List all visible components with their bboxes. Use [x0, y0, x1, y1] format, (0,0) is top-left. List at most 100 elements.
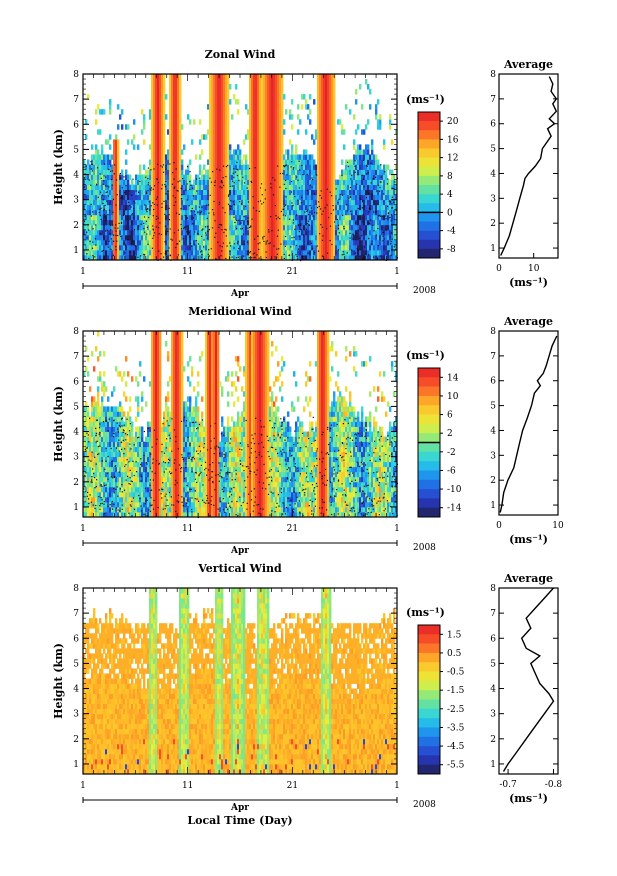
- profile-x-label: (ms⁻¹): [509, 792, 548, 805]
- colorbar-swatch: [418, 498, 440, 508]
- profile-title: Average: [503, 58, 553, 71]
- colorbar: (ms⁻¹) 14 10 6 2 -2 -6 -10 -14: [406, 349, 462, 518]
- profile-x-tick-label: -0.7: [499, 780, 517, 790]
- colorbar-swatch: [418, 377, 440, 387]
- profile-y-tick-label: 1: [490, 760, 496, 770]
- colorbar-swatch: [418, 625, 440, 635]
- colorbar-swatch: [418, 368, 440, 378]
- x-tick-label: 1: [394, 781, 400, 791]
- x-tick-label: 1: [80, 267, 86, 277]
- colorbar-tick: 14: [447, 373, 459, 383]
- y-tick-label: 7: [73, 352, 79, 362]
- year-label: 2008: [413, 800, 436, 810]
- colorbar-unit: (ms⁻¹): [406, 349, 445, 362]
- heatmap-field: [83, 74, 398, 261]
- colorbar-tick: -14: [447, 504, 462, 514]
- colorbar-swatch: [418, 451, 440, 462]
- colorbar-swatch: [418, 130, 440, 140]
- x-axis-label: Local Time (Day): [187, 814, 292, 827]
- profile-x-tick-label: 10: [528, 264, 540, 274]
- panel-title: Meridional Wind: [188, 305, 292, 318]
- colorbar-swatch: [418, 112, 440, 122]
- colorbar-swatch: [418, 470, 440, 481]
- colorbar-swatch: [418, 185, 440, 195]
- colorbar-swatch: [418, 736, 440, 747]
- colorbar-swatch: [418, 194, 440, 204]
- colorbar-tick: -6: [447, 466, 456, 476]
- profile-y-tick-label: 8: [490, 327, 496, 337]
- profile-frame: [498, 73, 559, 259]
- colorbar-tick: 8: [447, 172, 453, 182]
- colorbar-swatch: [418, 652, 440, 663]
- y-tick-label: 4: [73, 428, 79, 438]
- colorbar-tick: -3.5: [447, 723, 465, 733]
- profile-y-tick-label: 1: [490, 244, 496, 254]
- y-tick-label: 3: [73, 453, 79, 463]
- y-axis-label: Height (km): [52, 643, 65, 719]
- colorbar-swatch: [418, 461, 440, 471]
- x-tick-label: 21: [287, 267, 298, 277]
- colorbar-swatch: [418, 203, 440, 213]
- colorbar-tick: -4: [447, 227, 456, 237]
- colorbar-swatch: [418, 489, 440, 499]
- colorbar-swatch: [418, 690, 440, 700]
- y-tick-label: 6: [73, 377, 79, 387]
- colorbar-swatch: [418, 157, 440, 168]
- y-tick-label: 2: [73, 478, 79, 488]
- colorbar-swatch: [418, 479, 440, 490]
- colorbar-tick: -10: [447, 485, 462, 495]
- profile-title: Average: [503, 315, 553, 328]
- colorbar-swatch: [418, 708, 440, 719]
- y-tick-label: 5: [73, 659, 79, 669]
- y-tick-label: 8: [73, 327, 79, 337]
- colorbar-tick: -1.5: [447, 686, 465, 696]
- colorbar-unit: (ms⁻¹): [406, 93, 445, 106]
- colorbar-swatch: [418, 755, 440, 765]
- y-tick-label: 1: [73, 503, 79, 513]
- profile-y-tick-label: 6: [490, 634, 496, 644]
- colorbar-swatch: [418, 634, 440, 644]
- average-profile: Average 1 2 3 4 5 6 7 8 0 10 (ms⁻¹): [490, 315, 564, 546]
- profile-line: [499, 335, 558, 513]
- profile-y-tick-label: 7: [490, 352, 496, 362]
- x-tick-label: 1: [394, 267, 400, 277]
- colorbar-swatch: [418, 212, 440, 222]
- x-tick-label: 1: [80, 524, 86, 534]
- colorbar-tick: 16: [447, 135, 459, 145]
- colorbar-swatch: [418, 423, 440, 434]
- x-tick-label: 1: [394, 524, 400, 534]
- profile-y-tick-label: 2: [490, 219, 496, 229]
- colorbar-swatch: [418, 414, 440, 425]
- colorbar-swatch: [418, 239, 440, 250]
- y-tick-label: 6: [73, 120, 79, 130]
- year-label: 2008: [413, 543, 436, 553]
- colorbar-tick: -8: [447, 245, 456, 255]
- profile-y-tick-label: 3: [490, 710, 496, 720]
- colorbar-swatch: [418, 746, 440, 756]
- y-axis-label: Height (km): [52, 129, 65, 205]
- y-tick-label: 7: [73, 95, 79, 105]
- colorbar-swatch: [418, 718, 440, 728]
- colorbar-tick: 12: [447, 154, 458, 164]
- average-profile: Average 1 2 3 4 5 6 7 8 -0.7 -0.8 (ms⁻¹): [490, 572, 562, 805]
- y-axis-label: Height (km): [52, 386, 65, 462]
- colorbar-swatch: [418, 395, 440, 406]
- profile-y-tick-label: 7: [490, 609, 496, 619]
- month-label: Apr: [230, 289, 249, 299]
- colorbar-swatch: [418, 433, 440, 443]
- profile-x-tick-label: 0: [496, 264, 502, 274]
- colorbar-swatch: [418, 671, 440, 682]
- profile-frame: [498, 330, 559, 516]
- colorbar-swatch: [418, 662, 440, 672]
- y-tick-label: 2: [73, 735, 79, 745]
- profile-y-tick-label: 4: [490, 426, 496, 436]
- x-tick-label: 11: [182, 267, 193, 277]
- profile-y-tick-label: 5: [490, 402, 496, 412]
- colorbar-tick: -4.5: [447, 742, 465, 752]
- x-tick-label: 21: [287, 524, 298, 534]
- x-tick-label: 21: [287, 781, 298, 791]
- heatmap-field: [83, 588, 398, 775]
- profile-y-tick-label: 5: [490, 145, 496, 155]
